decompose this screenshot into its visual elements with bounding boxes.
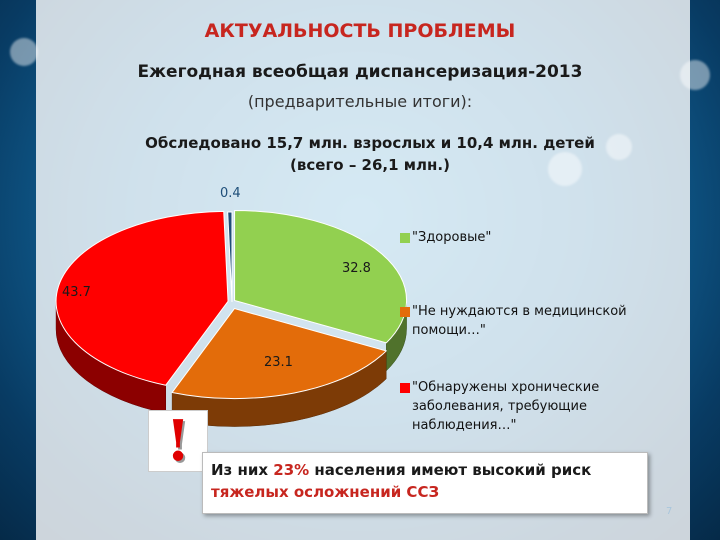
risk-note-end: тяжелых осложнений ССЗ bbox=[211, 483, 440, 501]
legend-swatch-healthy bbox=[400, 233, 410, 243]
stats-line-2: (всего – 26,1 млн.) bbox=[290, 156, 450, 174]
background-bokeh-3 bbox=[10, 38, 38, 66]
subtitle-note: (предварительные итоги): bbox=[247, 92, 473, 111]
page-title: АКТУАЛЬНОСТЬ ПРОБЛЕМЫ bbox=[204, 20, 516, 42]
legend-label-chronic: "Обнаружены хронические заболевания, тре… bbox=[412, 380, 600, 433]
legend-label-healthy: "Здоровые" bbox=[412, 230, 492, 245]
legend-swatch-chronic bbox=[400, 383, 410, 393]
pie-slice-chronic bbox=[55, 210, 229, 386]
risk-note-middle: населения имеют высокий риск bbox=[309, 461, 592, 479]
stats-line-1: Обследовано 15,7 млн. взрослых и 10,4 мл… bbox=[145, 134, 595, 152]
legend-swatch-no-care-needed bbox=[400, 307, 410, 317]
pie-label-other: 0.4 bbox=[220, 186, 241, 201]
pie-label-healthy: 32.8 bbox=[342, 261, 371, 276]
pie-slice-no-care-needed bbox=[171, 307, 388, 400]
stats-text: Обследовано 15,7 млн. взрослых и 10,4 мл… bbox=[90, 132, 650, 176]
exclamation-icon: ! bbox=[148, 410, 208, 472]
pie-slice-healthy bbox=[234, 209, 408, 344]
subtitle-main: Ежегодная всеобщая диспансеризация-2013 bbox=[137, 62, 583, 82]
pie-label-no-care-needed: 23.1 bbox=[264, 355, 293, 370]
legend-item-chronic: "Обнаружены хронические заболевания, тре… bbox=[400, 378, 634, 435]
legend-item-no-care-needed: "Не нуждаются в медицинской помощи…" bbox=[400, 302, 662, 340]
risk-percent: 23% bbox=[273, 461, 310, 479]
slide-number: 7 bbox=[666, 506, 673, 517]
legend-item-healthy: "Здоровые" bbox=[400, 228, 491, 247]
risk-note-prefix: Из них bbox=[211, 461, 274, 479]
pie-slice-other bbox=[227, 211, 233, 303]
pie-label-chronic: 43.7 bbox=[62, 285, 91, 300]
risk-note: Из них 23% населения имеют высокий риск … bbox=[202, 452, 648, 514]
legend-label-no-care-needed: "Не нуждаются в медицинской помощи…" bbox=[412, 304, 627, 338]
